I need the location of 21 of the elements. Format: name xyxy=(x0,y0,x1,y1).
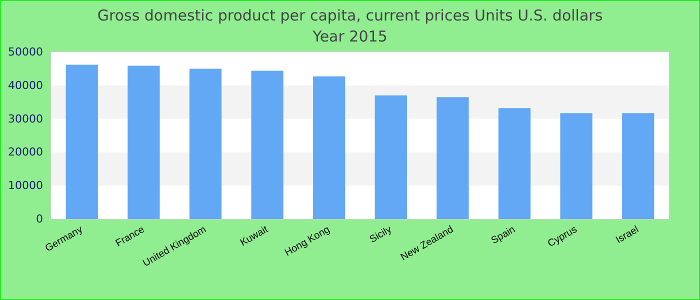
bar xyxy=(560,113,592,219)
bar xyxy=(66,64,98,219)
y-tick-label: 10000 xyxy=(8,179,43,192)
bar xyxy=(189,68,222,219)
y-tick-label: 20000 xyxy=(8,146,43,159)
y-tick-label: 30000 xyxy=(8,112,43,126)
bar xyxy=(374,95,407,219)
chart-subtitle: Year 2015 xyxy=(312,28,388,46)
y-tick-label: 40000 xyxy=(8,78,43,92)
bar xyxy=(313,76,346,219)
x-tick-label: Spain xyxy=(490,224,518,247)
bar xyxy=(622,113,654,219)
y-tick-label: 50000 xyxy=(8,46,43,58)
bar xyxy=(251,70,284,219)
bar xyxy=(128,66,160,219)
bar xyxy=(498,108,531,219)
x-tick-label: Sicily xyxy=(368,224,394,246)
bar xyxy=(436,97,469,219)
y-tick-label: 0 xyxy=(36,212,43,226)
x-tick-label: Hong Kong xyxy=(283,224,332,259)
chart-title: Gross domestic product per capita, current prices Units U.S. dollars xyxy=(97,6,603,24)
